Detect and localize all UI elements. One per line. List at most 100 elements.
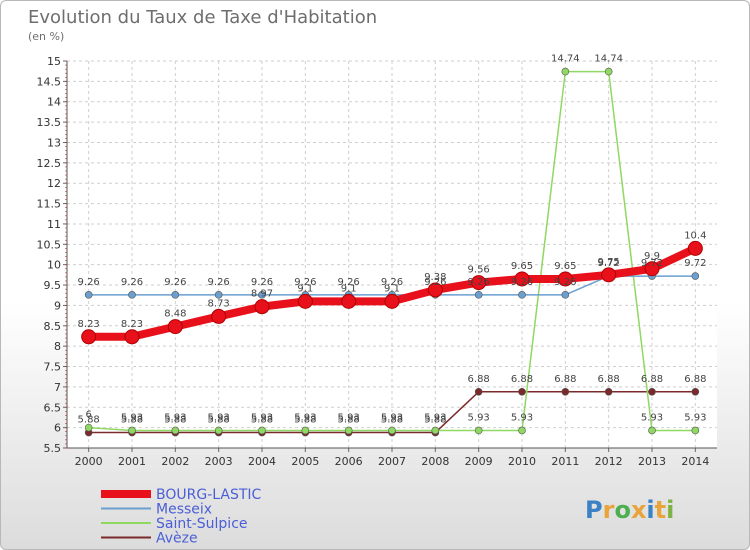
- data-label: 9.26: [294, 277, 316, 288]
- data-label: 6.88: [598, 374, 620, 385]
- y-tick-label: 14.5: [37, 75, 62, 88]
- y-tick-label: 6: [54, 422, 61, 435]
- data-point: [167, 319, 183, 335]
- x-tick-label: 2008: [421, 455, 449, 468]
- data-point: [171, 426, 180, 435]
- data-point: [384, 293, 400, 309]
- data-label: 5.93: [208, 412, 230, 423]
- data-point: [601, 267, 617, 283]
- data-point: [254, 299, 270, 315]
- data-point: [211, 308, 227, 324]
- data-label: 9.1: [341, 283, 357, 294]
- x-tick-label: 2009: [465, 455, 493, 468]
- data-point: [561, 291, 570, 299]
- legend-label: BOURG-LASTIC: [156, 487, 262, 503]
- legend-label: Saint-Sulpice: [156, 516, 248, 532]
- x-tick-label: 2003: [205, 455, 233, 468]
- data-label: 5.88: [164, 415, 186, 426]
- x-tick-label: 2004: [248, 455, 276, 468]
- x-tick-label: 2010: [508, 455, 536, 468]
- data-label: 5.93: [294, 412, 316, 423]
- x-tick-label: 2002: [161, 455, 189, 468]
- data-point: [518, 291, 526, 299]
- data-label: 5.88: [121, 415, 143, 426]
- y-tick-label: 14: [47, 96, 61, 109]
- data-point: [171, 291, 180, 299]
- data-label: 8.48: [164, 309, 186, 320]
- data-label: 9.72: [641, 258, 663, 269]
- data-label: 9.26: [554, 277, 576, 288]
- data-point: [691, 272, 700, 280]
- data-label: 5.93: [164, 412, 186, 423]
- data-label: 5.93: [641, 412, 663, 423]
- y-tick-label: 6.5: [44, 401, 62, 414]
- data-point: [81, 329, 97, 345]
- data-label: 9.26: [511, 277, 533, 288]
- data-label: 5.93: [381, 412, 403, 423]
- y-tick-label: 8: [54, 340, 61, 353]
- legend-label: Messeix: [156, 502, 212, 518]
- data-label: 9.72: [598, 258, 620, 269]
- data-label: 9.26: [121, 277, 143, 288]
- chart-subtitle: (en %): [28, 30, 65, 43]
- y-tick-label: 11.5: [37, 198, 62, 211]
- data-label: 14.74: [551, 54, 580, 65]
- data-label: 9.26: [468, 277, 490, 288]
- x-tick-label: 2011: [551, 455, 579, 468]
- data-label: 5.88: [338, 415, 360, 426]
- data-point: [431, 426, 440, 435]
- data-point: [691, 426, 700, 435]
- data-label: 5.88: [208, 415, 230, 426]
- y-tick-label: 12: [47, 177, 61, 190]
- data-label: 8.73: [208, 298, 230, 309]
- data-point: [297, 293, 313, 309]
- x-tick-label: 2013: [638, 455, 666, 468]
- data-label: 5.93: [511, 412, 533, 423]
- data-label: 9.75: [598, 257, 620, 268]
- y-tick-label: 7: [54, 381, 61, 394]
- y-tick-label: 13: [47, 136, 61, 149]
- data-label: 9.26: [164, 277, 186, 288]
- x-tick-label: 2001: [118, 455, 146, 468]
- data-label: 9.38: [424, 272, 446, 283]
- data-label: 5.93: [684, 412, 706, 423]
- data-point: [214, 291, 223, 299]
- data-point: [474, 387, 483, 396]
- data-label: 9.26: [208, 277, 230, 288]
- data-label: 6.88: [468, 374, 490, 385]
- data-point: [518, 387, 526, 396]
- data-label: 14.74: [594, 54, 623, 65]
- data-label: 5.93: [121, 412, 143, 423]
- data-point: [561, 67, 570, 76]
- x-tick-label: 2014: [681, 455, 709, 468]
- data-label: 9.1: [297, 283, 313, 294]
- data-label: 9.26: [338, 277, 360, 288]
- data-point: [604, 67, 613, 76]
- data-label: 9.26: [78, 277, 100, 288]
- data-point: [644, 261, 660, 277]
- data-label: 5.93: [468, 412, 490, 423]
- x-tick-label: 2005: [291, 455, 319, 468]
- data-point: [518, 426, 526, 435]
- data-point: [84, 291, 93, 299]
- data-label: 5.88: [424, 415, 446, 426]
- data-point: [301, 426, 310, 435]
- data-label: 6: [85, 410, 91, 421]
- data-label: 10.4: [684, 230, 706, 241]
- data-point: [691, 387, 700, 396]
- data-label: 5.88: [78, 415, 100, 426]
- data-point: [388, 426, 396, 435]
- y-tick-label: 10.5: [37, 238, 62, 251]
- y-tick-label: 10: [47, 259, 61, 272]
- data-label: 6.88: [641, 374, 663, 385]
- y-tick-label: 13.5: [37, 116, 62, 129]
- data-label: 5.88: [251, 415, 273, 426]
- data-point: [214, 426, 223, 435]
- data-point: [258, 291, 266, 299]
- data-point: [648, 387, 656, 396]
- data-label: 9.26: [381, 277, 403, 288]
- data-point: [687, 240, 703, 256]
- x-tick-label: 2007: [378, 455, 406, 468]
